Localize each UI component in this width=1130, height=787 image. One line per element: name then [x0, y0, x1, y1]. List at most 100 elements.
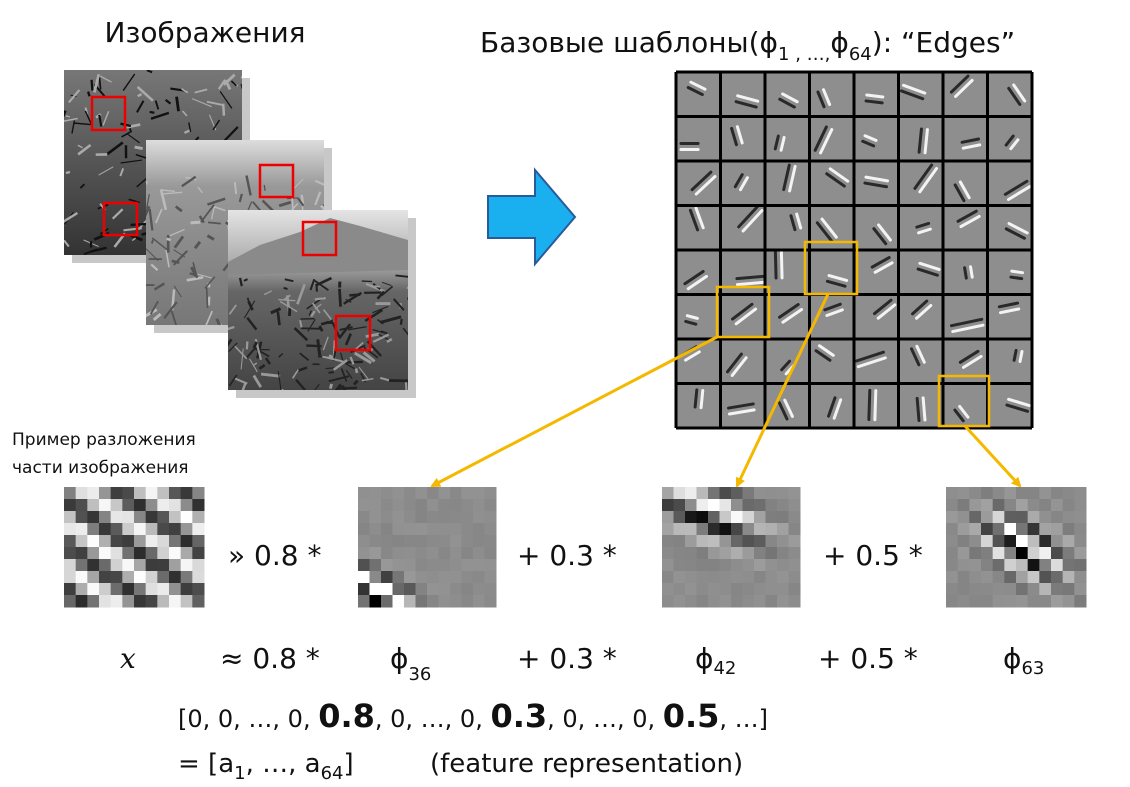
pixel — [181, 487, 193, 500]
pixel — [87, 559, 99, 572]
pixel — [1039, 595, 1051, 608]
pixel — [393, 559, 405, 572]
texture — [135, 147, 143, 149]
pixel — [99, 523, 111, 536]
pixel — [439, 583, 451, 596]
pixel — [404, 523, 416, 536]
pixel — [708, 583, 720, 596]
texture — [223, 104, 224, 116]
pixel — [122, 535, 134, 548]
pixel — [370, 595, 382, 608]
pixel — [708, 595, 720, 608]
pixel — [697, 559, 709, 572]
texture — [356, 368, 357, 373]
pixel — [450, 487, 462, 500]
pixel — [754, 535, 766, 548]
pixel — [969, 487, 981, 500]
pixel — [76, 511, 88, 524]
pixel — [754, 595, 766, 608]
pixel — [134, 535, 146, 548]
title-text: ): “Edges” — [872, 26, 1015, 59]
vector-part: , …] — [719, 705, 768, 733]
subscript: 63 — [1021, 658, 1044, 679]
pixel — [485, 595, 497, 608]
pixel — [439, 595, 451, 608]
pixel — [416, 523, 428, 536]
pixel — [777, 523, 789, 536]
diagram: Изображения Базовые шаблоны(ϕ1 , …,ϕ64):… — [0, 0, 1130, 787]
pixel — [76, 583, 88, 596]
pixel — [969, 511, 981, 524]
pixel — [708, 511, 720, 524]
pixel — [1004, 511, 1016, 524]
pixel — [754, 487, 766, 500]
pixel — [777, 535, 789, 548]
pixel — [958, 511, 970, 524]
vector: [0, 0, …, 0, 0.8, 0, …, 0, 0.3, 0, …, 0,… — [178, 697, 768, 735]
pixel — [416, 487, 428, 500]
pixel — [87, 499, 99, 512]
pixel — [462, 559, 474, 572]
pixel — [381, 487, 393, 500]
symbol-x: x — [120, 642, 136, 675]
bases-title: Базовые шаблоны(ϕ1 , …,ϕ64): “Edges” — [480, 26, 1015, 65]
pixel — [404, 487, 416, 500]
texture — [66, 172, 70, 173]
pixel — [370, 571, 382, 584]
pixel — [993, 547, 1005, 560]
pixel — [969, 571, 981, 584]
pixel — [111, 547, 123, 560]
pixel — [439, 511, 451, 524]
pixel — [969, 535, 981, 548]
phi: ϕ — [695, 642, 713, 675]
subscript: 1 , …, — [778, 44, 830, 65]
pixel — [674, 535, 686, 548]
pixel — [1028, 583, 1040, 596]
pixel — [981, 535, 993, 548]
pixel — [473, 511, 485, 524]
pixel — [181, 571, 193, 584]
pixel — [946, 499, 958, 512]
pixel — [450, 535, 462, 548]
pixel — [766, 499, 778, 512]
pixel — [169, 535, 181, 548]
pixel — [674, 487, 686, 500]
pixel — [1004, 583, 1016, 596]
texture — [301, 328, 321, 329]
rep-text: = [a — [178, 749, 234, 779]
phi: ϕ — [1003, 642, 1021, 675]
pixel — [416, 595, 428, 608]
subscript: 1 — [234, 763, 245, 784]
subscript: 42 — [713, 658, 736, 679]
pixel — [708, 499, 720, 512]
pixel — [439, 499, 451, 512]
pixel — [404, 511, 416, 524]
pixel — [157, 487, 169, 500]
pixel — [969, 499, 981, 512]
pixel — [485, 523, 497, 536]
pixel — [777, 571, 789, 584]
pixel — [192, 535, 204, 548]
pixel — [685, 523, 697, 536]
pixel — [1051, 535, 1063, 548]
pixel — [87, 571, 99, 584]
pixel — [685, 547, 697, 560]
pixel — [958, 487, 970, 500]
texture — [339, 388, 357, 389]
pixel — [473, 547, 485, 560]
pixel — [969, 547, 981, 560]
pixel — [1039, 535, 1051, 548]
pixel — [192, 571, 204, 584]
vector-part: , 0, …, 0, — [375, 705, 491, 733]
pixel — [993, 571, 1005, 584]
pixel — [662, 511, 674, 524]
pixel — [1051, 583, 1063, 596]
pixel — [1039, 511, 1051, 524]
pixel — [134, 499, 146, 512]
pixel — [416, 511, 428, 524]
pixel — [181, 559, 193, 572]
pixel — [111, 595, 123, 608]
pixel — [485, 511, 497, 524]
pixel — [731, 547, 743, 560]
pixel — [1074, 559, 1086, 572]
